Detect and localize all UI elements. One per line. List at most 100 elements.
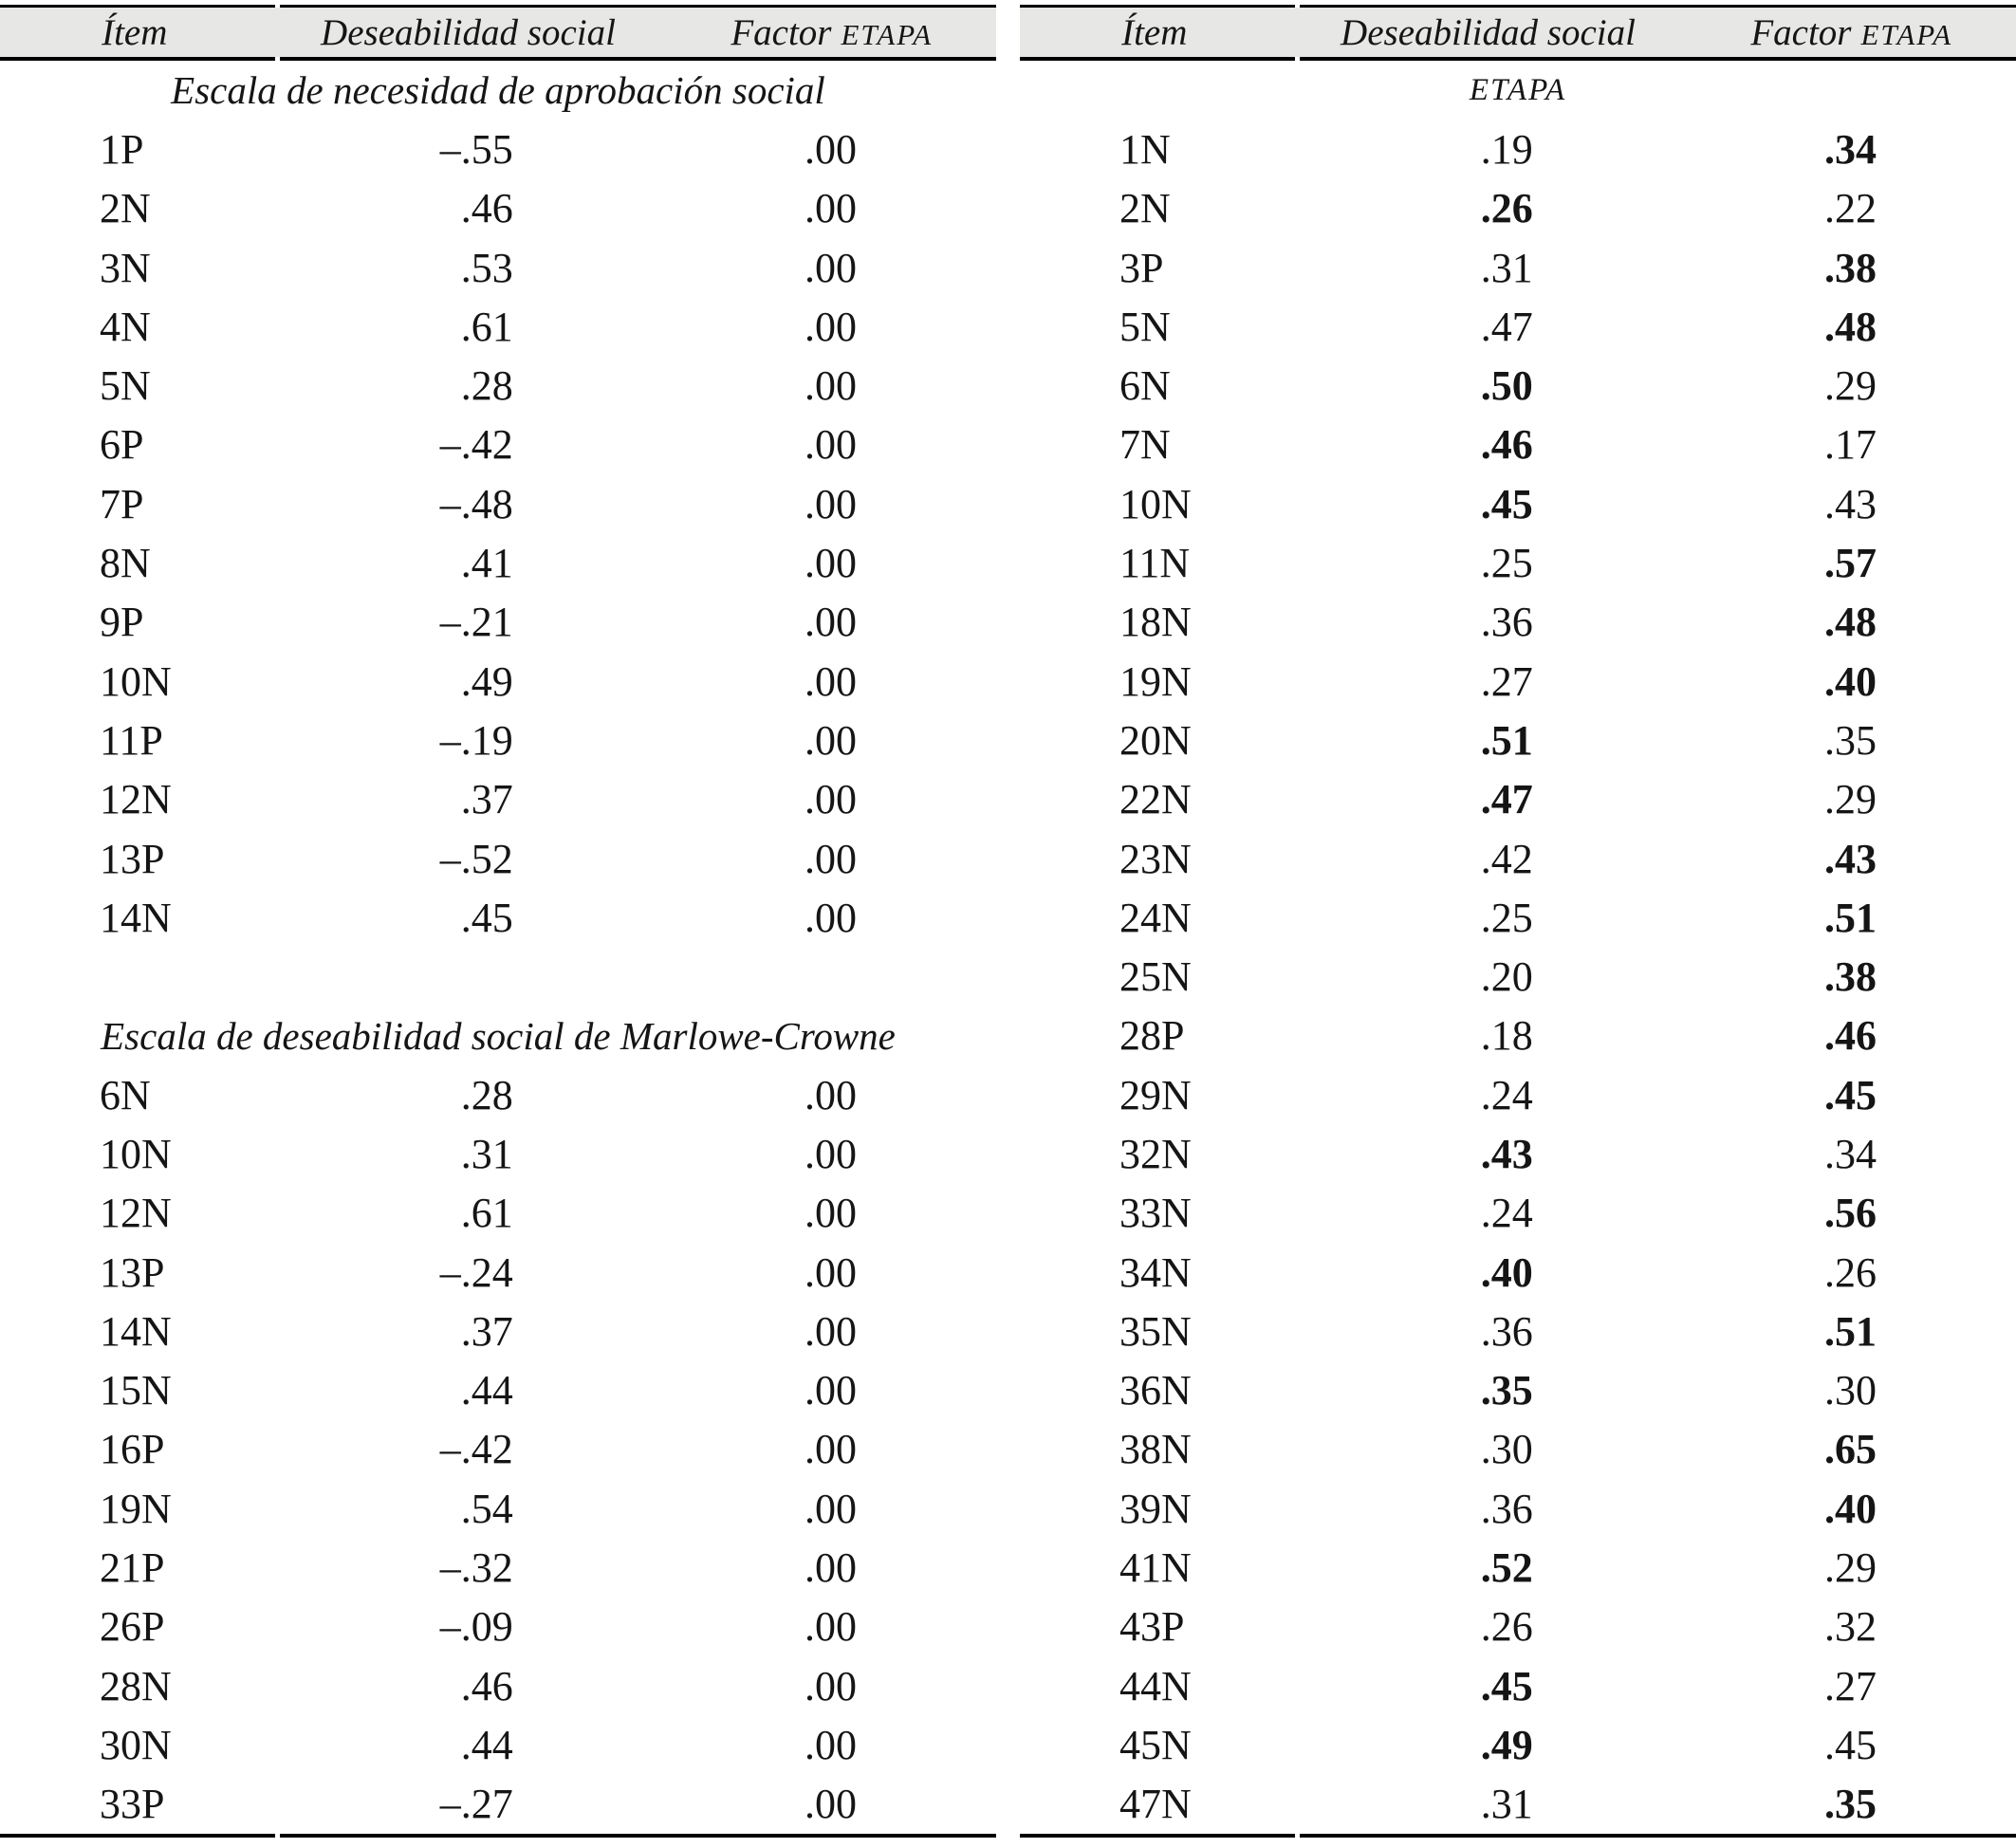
social-desirability-cell: .47 (1480, 776, 1533, 823)
social-desirability-cell: .28 (460, 362, 513, 410)
item-cell: 12N (100, 1190, 172, 1237)
item-cell: 13P (100, 835, 165, 882)
social-desirability-cell: .44 (460, 1367, 513, 1414)
table-row: 10N .31 .00 (0, 1124, 996, 1183)
social-desirability-cell: –.55 (439, 125, 513, 173)
factor-etapa-cell: .00 (805, 1781, 857, 1828)
factor-caps-label: ETAPA (1860, 17, 1953, 51)
social-desirability-cell: .54 (460, 1485, 513, 1532)
factor-etapa-cell: .40 (1824, 1485, 1877, 1532)
social-desirability-cell: –.27 (439, 1781, 513, 1828)
item-cell: 5N (100, 362, 151, 410)
item-cell: 15N (100, 1367, 172, 1414)
table-row: 5N .28 .00 (0, 356, 996, 415)
table-row: 28N .46 .00 (0, 1656, 996, 1715)
table-row: 7N .46 .17 (1020, 416, 2016, 474)
item-cell: 25N (1119, 953, 1192, 1001)
section-title: Escala de necesidad de aprobación social (171, 68, 825, 112)
table-row: 24N .25 .51 (1020, 888, 2016, 947)
table-row: 6N .28 .00 (0, 1065, 996, 1124)
social-desirability-cell: .52 (1480, 1544, 1533, 1592)
item-cell: 33N (1119, 1190, 1192, 1237)
factor-etapa-cell: .00 (805, 1485, 857, 1532)
factor-etapa-cell: .00 (805, 657, 857, 705)
table-row: 33N .24 .56 (1020, 1184, 2016, 1243)
item-cell: 10N (100, 657, 172, 705)
factor-etapa-cell: .29 (1824, 362, 1877, 410)
factor-etapa-cell: .26 (1824, 1248, 1877, 1296)
table-row: 21P –.32 .00 (0, 1538, 996, 1597)
factor-etapa-cell: .00 (805, 540, 857, 587)
item-cell: 34N (1119, 1248, 1192, 1296)
item-cell: 20N (1119, 716, 1192, 764)
table-header-row: Ítem Deseabilidad social Factor ETAPA (1020, 5, 2016, 61)
social-desirability-cell: .37 (460, 776, 513, 823)
rule-seam (274, 1833, 280, 1838)
factor-etapa-cell: .00 (805, 1544, 857, 1592)
table-row: 32N .43 .34 (1020, 1124, 2016, 1183)
table-row: 6P –.42 .00 (0, 416, 996, 474)
factor-caps-label: ETAPA (841, 17, 934, 51)
social-desirability-cell: –.21 (439, 599, 513, 646)
factor-etapa-cell: .32 (1824, 1603, 1877, 1651)
factor-etapa-cell: .29 (1824, 1544, 1877, 1592)
social-desirability-cell: .26 (1480, 185, 1533, 232)
social-desirability-cell: .30 (1480, 1426, 1533, 1473)
item-cell: 23N (1119, 835, 1192, 882)
social-desirability-cell: .53 (460, 244, 513, 291)
item-cell: 16P (100, 1426, 165, 1473)
item-cell: 9P (100, 599, 144, 646)
social-desirability-cell: .46 (1480, 421, 1533, 469)
factor-etapa-cell: .00 (805, 1248, 857, 1296)
table-row: 9P –.21 .00 (0, 593, 996, 652)
table-row: 19N .27 .40 (1020, 652, 2016, 711)
factor-etapa-cell: .38 (1824, 953, 1877, 1001)
factor-etapa-cell: .30 (1824, 1367, 1877, 1414)
social-desirability-cell: .50 (1480, 362, 1533, 410)
item-cell: 19N (1119, 657, 1192, 705)
factor-etapa-cell: .00 (805, 244, 857, 291)
factor-etapa-cell: .00 (805, 1190, 857, 1237)
factor-label: Factor (1750, 11, 1852, 53)
table-row: 20N .51 .35 (1020, 711, 2016, 769)
table-row: 1N .19 .34 (1020, 120, 2016, 178)
factor-etapa-cell: .00 (805, 599, 857, 646)
factor-etapa-cell: .56 (1824, 1190, 1877, 1237)
factor-etapa-cell: .22 (1824, 185, 1877, 232)
item-cell: 41N (1119, 1544, 1192, 1592)
social-desirability-cell: .36 (1480, 599, 1533, 646)
item-cell: 12N (100, 776, 172, 823)
social-desirability-cell: .18 (1480, 1012, 1533, 1060)
column-header-social: Deseabilidad social (321, 11, 616, 53)
social-desirability-cell: .36 (1480, 1307, 1533, 1355)
factor-etapa-cell: .00 (805, 185, 857, 232)
social-desirability-cell: –.42 (439, 421, 513, 469)
social-desirability-cell: .46 (460, 185, 513, 232)
table-row: 33P –.27 .00 (0, 1775, 996, 1834)
table-bottom-rule (0, 1833, 996, 1838)
table-row: 2N .46 .00 (0, 179, 996, 238)
table-row: 23N .42 .43 (1020, 829, 2016, 888)
item-cell: 10N (100, 1130, 172, 1177)
factor-etapa-cell: .46 (1824, 1012, 1877, 1060)
factor-label: Factor (731, 11, 832, 53)
section-title: ETAPA (1469, 73, 1567, 107)
table-row: 16P –.42 .00 (0, 1420, 996, 1479)
table-row: 7P –.48 .00 (0, 474, 996, 533)
social-desirability-cell: .25 (1480, 540, 1533, 587)
item-cell: 6N (100, 1071, 151, 1118)
item-cell: 11P (100, 716, 163, 764)
item-cell: 19N (100, 1485, 172, 1532)
social-desirability-cell: .61 (460, 1190, 513, 1237)
factor-etapa-cell: .00 (805, 894, 857, 941)
social-desirability-cell: .42 (1480, 835, 1533, 882)
table-row: 11P –.19 .00 (0, 711, 996, 769)
table-row: 28P .18 .46 (1020, 1007, 2016, 1065)
factor-etapa-cell: .40 (1824, 657, 1877, 705)
item-cell: 45N (1119, 1721, 1192, 1768)
social-desirability-cell: .24 (1480, 1190, 1533, 1237)
item-cell: 21P (100, 1544, 165, 1592)
factor-etapa-cell: .34 (1824, 1130, 1877, 1177)
item-cell: 38N (1119, 1426, 1192, 1473)
table-bottom-rule (1020, 1833, 2016, 1838)
